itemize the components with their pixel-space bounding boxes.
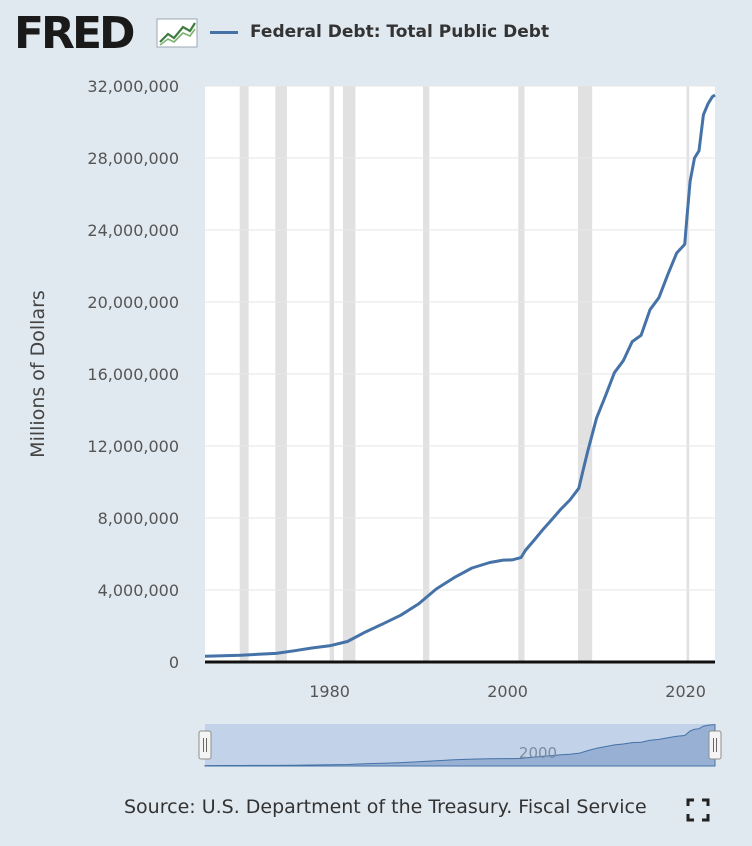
- y-tick-label: 20,000,000: [87, 293, 179, 312]
- navigator-series-area: [204, 724, 716, 767]
- navigator-year-label: 2000: [519, 744, 557, 762]
- fred-chart-icon: [156, 18, 198, 48]
- y-axis-label: Millions of Dollars: [27, 290, 49, 458]
- y-tick-label: 12,000,000: [87, 437, 179, 456]
- fred-logo[interactable]: FRED: [14, 8, 136, 59]
- series-line-federal-debt[interactable]: [204, 93, 716, 658]
- legend[interactable]: Federal Debt: Total Public Debt: [210, 20, 549, 44]
- navigator-handle-left[interactable]: [198, 730, 212, 760]
- y-tick-label: 4,000,000: [98, 581, 179, 600]
- y-axis-tick-labels: 0 4,000,000 8,000,000 12,000,000 16,000,000 2…: [87, 77, 179, 672]
- x-axis-tick-labels: 1980 2000 2020: [309, 682, 706, 701]
- legend-label: Federal Debt: Total Public Debt: [250, 22, 550, 42]
- navigator-handle-right[interactable]: [708, 730, 722, 760]
- x-tick-label: 2000: [487, 682, 528, 701]
- y-gridlines: [205, 85, 715, 591]
- y-tick-label: 8,000,000: [98, 509, 179, 528]
- y-tick-label: 24,000,000: [87, 221, 179, 240]
- y-tick-label: 16,000,000: [87, 365, 179, 384]
- fullscreen-icon[interactable]: [686, 798, 710, 822]
- y-tick-label: 0: [169, 653, 179, 672]
- legend-swatch: [210, 30, 238, 34]
- chart-area: 0 4,000,000 8,000,000 12,000,000 16,000,000 2…: [27, 77, 722, 767]
- y-tick-label: 32,000,000: [87, 77, 179, 96]
- x-tick-label: 2020: [665, 682, 706, 701]
- y-tick-label: 28,000,000: [87, 149, 179, 168]
- source-note: Source: U.S. Department of the Treasury.…: [124, 796, 647, 818]
- chart-header: FRED Federal Debt: Total Public Debt: [0, 0, 752, 70]
- x-tick-label: 1980: [309, 682, 350, 701]
- range-navigator[interactable]: 2000: [198, 724, 722, 767]
